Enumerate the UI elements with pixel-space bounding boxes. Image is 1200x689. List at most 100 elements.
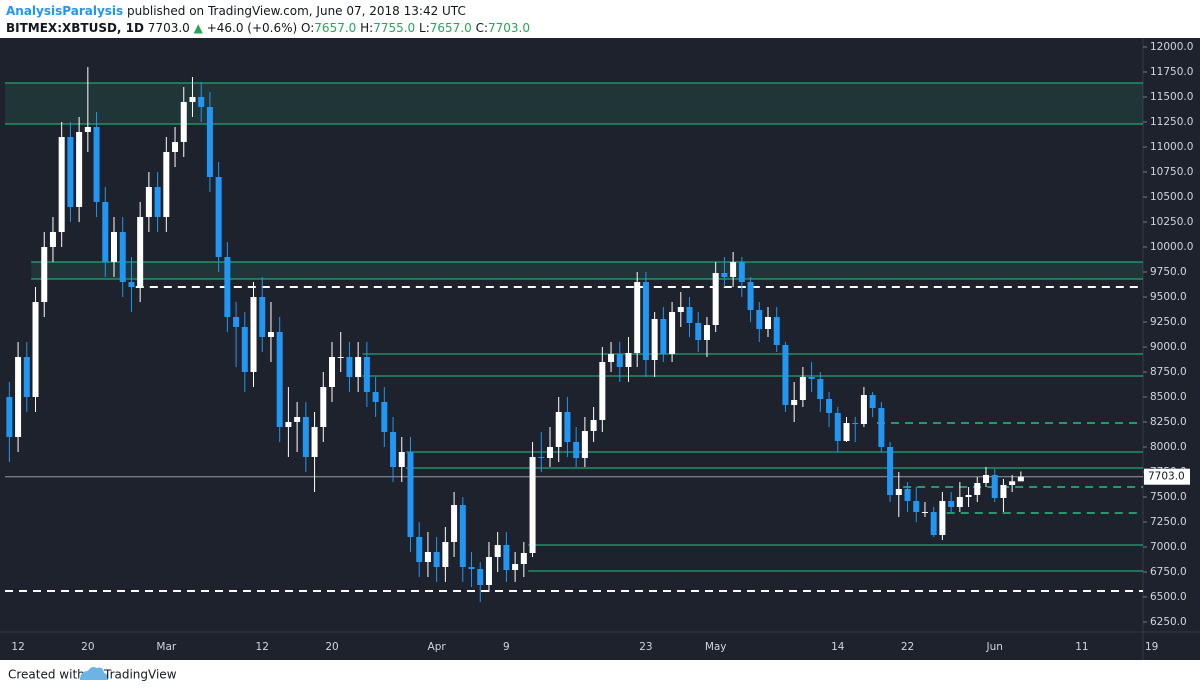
candle-body	[32, 302, 39, 397]
candle-body	[669, 312, 676, 354]
candle-body	[913, 501, 920, 512]
candle-body	[887, 447, 894, 495]
candle-body	[163, 152, 170, 217]
candle-body	[581, 431, 588, 458]
candle-body	[895, 489, 902, 495]
candle-body	[756, 310, 763, 329]
candle-body	[363, 357, 370, 392]
candle-body	[390, 432, 397, 467]
x-tick-label: 23	[639, 641, 652, 653]
author[interactable]: AnalysisParalysis	[6, 4, 123, 18]
candle-body	[529, 457, 536, 553]
candle-body	[451, 505, 458, 542]
candle-body	[276, 332, 283, 427]
ohlc-key: C:	[476, 21, 488, 35]
candle-body	[721, 273, 728, 277]
y-tick-label: 11250.0	[1150, 116, 1193, 128]
candle-body	[477, 569, 484, 585]
candle-body	[76, 132, 83, 207]
y-tick-label: 7000.0	[1150, 541, 1187, 553]
y-tick-label: 8250.0	[1150, 416, 1187, 428]
ohlc-key: L:	[419, 21, 430, 35]
ohlc-value: 7755.0	[373, 21, 415, 35]
x-tick-label: 22	[901, 641, 914, 653]
candle-body	[634, 282, 641, 353]
y-tick-label: 11000.0	[1150, 141, 1193, 153]
candle-body	[259, 297, 266, 337]
publish-line: AnalysisParalysis published on TradingVi…	[6, 4, 466, 18]
candle-body	[852, 423, 859, 424]
candle-body	[119, 232, 126, 282]
ticker-line: BITMEX:XBTUSD, 1D 7703.0 ▲ +46.0 (+0.6%)…	[6, 21, 530, 35]
ohlc-key: H:	[360, 21, 373, 35]
y-tick-label: 8500.0	[1150, 391, 1187, 403]
candle-body	[346, 357, 353, 377]
candle-body	[765, 317, 771, 329]
candle-body	[311, 427, 318, 457]
y-tick-label: 11500.0	[1150, 91, 1193, 103]
candle-body	[6, 397, 13, 437]
plot	[5, 67, 1143, 602]
y-tick-label: 7250.0	[1150, 516, 1187, 528]
candle-body	[145, 187, 152, 217]
zone-fill	[31, 262, 1143, 279]
candle-body	[712, 273, 719, 325]
candle-body	[520, 553, 527, 564]
candle-body	[878, 408, 885, 447]
x-tick-label: Jun	[986, 641, 1003, 653]
candle-body	[616, 354, 623, 367]
x-tick-label: 20	[81, 641, 94, 653]
candle-body	[930, 512, 937, 535]
y-tick-label: 9500.0	[1150, 291, 1187, 303]
candle-body	[564, 412, 571, 442]
x-tick-label: May	[705, 641, 727, 653]
candle-body	[355, 357, 362, 377]
x-tick-label: 19	[1145, 641, 1158, 653]
ohlc-value: 7703.0	[488, 21, 530, 35]
candle-body	[468, 567, 475, 569]
ohlc-value: 7657.0	[430, 21, 472, 35]
candle-body	[398, 452, 405, 467]
candle-body	[782, 345, 789, 405]
candle-body	[834, 413, 841, 441]
candle-body	[651, 319, 658, 360]
y-tick-label: 9750.0	[1150, 266, 1187, 278]
candle-body	[948, 501, 955, 507]
y-tick-label: 10500.0	[1150, 191, 1193, 203]
symbol: BITMEX:XBTUSD, 1D	[6, 21, 144, 35]
candle-body	[372, 392, 379, 402]
candle-body	[485, 557, 492, 585]
candle-body	[773, 317, 780, 345]
candle-body	[128, 282, 135, 287]
footer-brand[interactable]: TradingView	[103, 668, 177, 682]
candle-body	[93, 127, 100, 202]
candle-body	[555, 412, 562, 447]
x-tick-label: 20	[325, 641, 338, 653]
candle-body	[625, 353, 632, 367]
candle-body	[442, 542, 449, 567]
y-tick-label: 8000.0	[1150, 441, 1187, 453]
y-tick-label: 7500.0	[1150, 491, 1187, 503]
candle-body	[337, 357, 344, 358]
candle-body	[1009, 481, 1016, 485]
candle-body	[904, 489, 911, 501]
y-tick-label: 9000.0	[1150, 341, 1187, 353]
candle-body	[58, 137, 65, 232]
candle-body	[424, 552, 431, 562]
candle-body	[381, 402, 388, 432]
y-tick-label: 8750.0	[1150, 366, 1187, 378]
candle-body	[1000, 485, 1007, 498]
candle-body	[294, 417, 301, 422]
candle-body	[974, 483, 981, 495]
x-tick-label: Mar	[156, 641, 176, 653]
candle-body	[206, 107, 213, 177]
candle-body	[84, 127, 91, 132]
published: published on TradingView.com, June 07, 2…	[127, 4, 466, 18]
candle-body	[512, 564, 519, 570]
candle-body	[329, 357, 335, 387]
candle-body	[677, 307, 684, 312]
candle-body	[224, 257, 231, 317]
candle-body	[703, 325, 710, 340]
candle-body	[686, 307, 693, 323]
